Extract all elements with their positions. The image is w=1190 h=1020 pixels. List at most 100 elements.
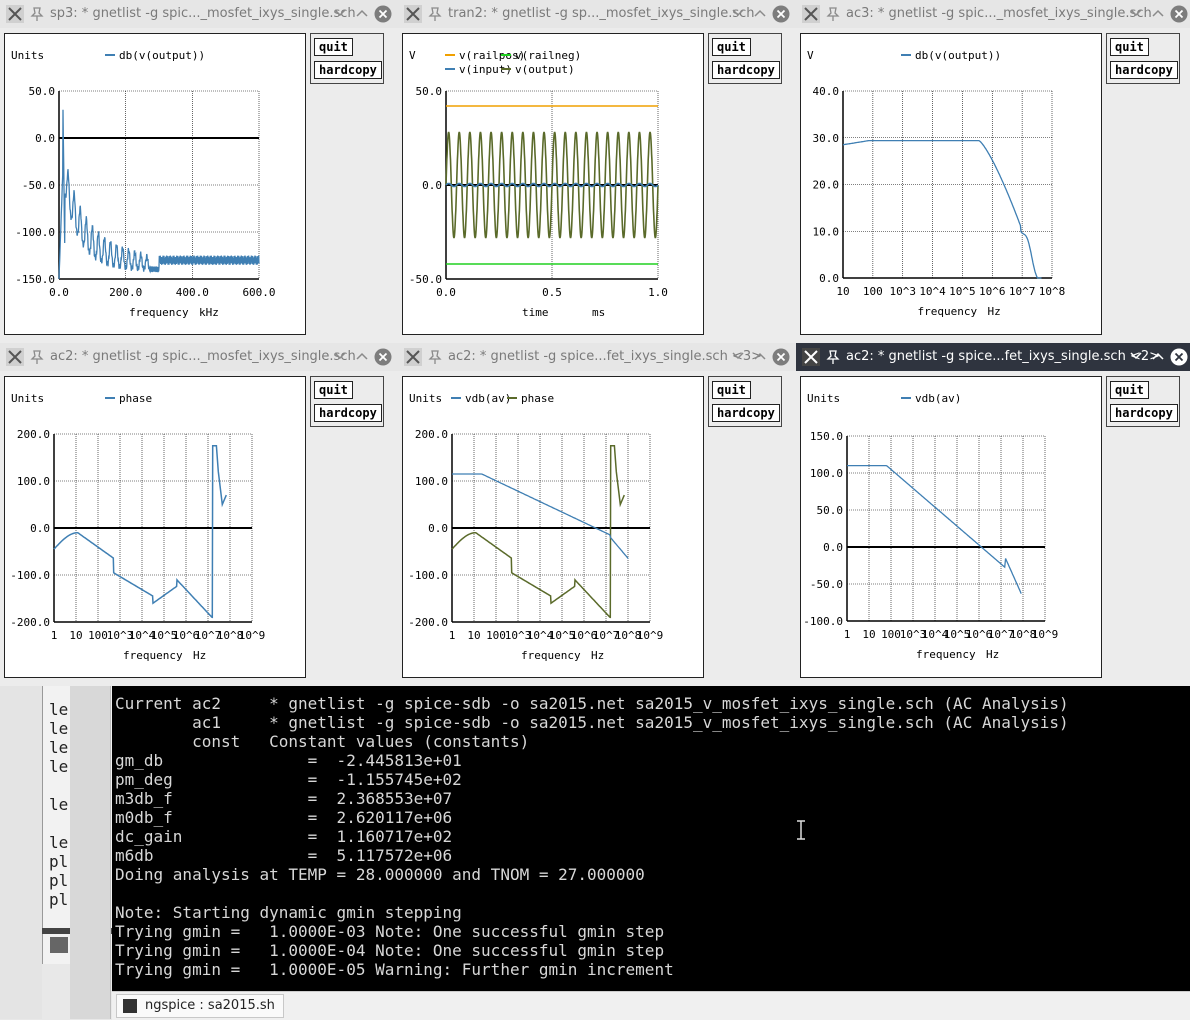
chevron-up-icon[interactable]	[1152, 351, 1164, 361]
window-title: tran2: * gnetlist -g sp..._mosfet_ixys_s…	[448, 6, 755, 21]
window-titlebar[interactable]: ac3: * gnetlist -g spic..._mosfet_ixys_s…	[796, 0, 1190, 28]
plot-window[interactable]: sp3: * gnetlist -g spic..._mosfet_ixys_s…	[0, 0, 398, 343]
window-titlebar[interactable]: ac2: * gnetlist -g spice...fet_ixys_sing…	[796, 343, 1190, 371]
x-tick-label: 10^5	[949, 285, 976, 298]
x-tick-label: 10^7	[1009, 285, 1036, 298]
button-panel	[310, 33, 384, 84]
x-tick-label: 10	[862, 628, 875, 641]
close-icon[interactable]	[1170, 5, 1188, 23]
x-tick-label: 10^8	[217, 629, 244, 642]
x-logo-icon	[404, 5, 422, 23]
close-icon[interactable]	[374, 5, 392, 23]
window-title: ac2: * gnetlist -g spice...fet_ixys_sing…	[448, 349, 763, 364]
close-icon[interactable]	[772, 348, 790, 366]
plot-window[interactable]: tran2: * gnetlist -g sp..._mosfet_ixys_s…	[398, 0, 796, 343]
chevron-down-icon[interactable]	[1130, 8, 1142, 18]
x-tick-label: 100	[88, 629, 108, 642]
pin-icon[interactable]	[826, 6, 840, 22]
chevron-down-icon[interactable]	[732, 351, 744, 361]
chevron-up-icon[interactable]	[1152, 8, 1164, 18]
y-axis-label: Units	[11, 392, 44, 405]
y-tick-label: 200.0	[17, 428, 50, 441]
chevron-up-icon[interactable]	[754, 8, 766, 18]
quit-button[interactable]: quit	[1110, 381, 1149, 399]
x-axis-label: frequency	[918, 305, 978, 318]
close-icon[interactable]	[772, 5, 790, 23]
plot-canvas[interactable]: Units vdb(av) 1 10 100 10^3 10^4 10^5 10^6 10^7 10…	[800, 376, 1102, 678]
plot-canvas[interactable]: Units db(v(output)) 0.0 200.0 400.0 600.0 50.0…	[4, 33, 306, 335]
terminal-line: m6db = 5.117572e+06	[115, 846, 453, 865]
x-tick-label: 400.0	[176, 286, 209, 299]
y-tick-label: 200.0	[415, 428, 448, 441]
chevron-down-icon[interactable]	[334, 8, 346, 18]
hardcopy-button[interactable]: hardcopy	[314, 61, 382, 79]
y-tick-label: 0.0	[823, 541, 843, 554]
hardcopy-button[interactable]: hardcopy	[1110, 61, 1178, 79]
taskbar-item-ngspice[interactable]: ngspice : sa2015.sh	[116, 994, 284, 1018]
chevron-down-icon[interactable]	[334, 351, 346, 361]
pin-icon[interactable]	[428, 6, 442, 22]
y-tick-label: 0.0	[422, 179, 442, 192]
hardcopy-button[interactable]: hardcopy	[712, 61, 780, 79]
y-tick-label: 0.0	[30, 522, 50, 535]
legend-entry: db(v(output))	[119, 49, 205, 62]
plot-canvas[interactable]: Units phase 1 10 100 10^3 10^4 10^5 10^6 10^7 10^8…	[4, 376, 306, 678]
quit-button[interactable]: quit	[712, 38, 751, 56]
background-window-button[interactable]	[50, 937, 68, 953]
y-tick-label: -200.0	[408, 616, 448, 629]
quit-button[interactable]: quit	[314, 38, 353, 56]
window-titlebar[interactable]: sp3: * gnetlist -g spic..._mosfet_ixys_s…	[0, 0, 398, 28]
legend-entry: v(output)	[515, 63, 575, 76]
chevron-up-icon[interactable]	[356, 351, 368, 361]
legend-entry: phase	[119, 392, 152, 405]
terminal-line: Current ac2 * gnetlist -g spice-sdb -o s…	[115, 694, 1069, 713]
x-tick-label: 10^8	[615, 629, 642, 642]
chevron-down-icon[interactable]	[1130, 351, 1142, 361]
terminal-sidebar	[70, 686, 111, 1019]
x-tick-label: 0.5	[542, 286, 562, 299]
terminal-icon	[123, 999, 137, 1013]
pin-icon[interactable]	[30, 6, 44, 22]
x-tick-label: 1	[844, 628, 851, 641]
hardcopy-button[interactable]: hardcopy	[1110, 404, 1178, 422]
x-logo-icon	[802, 5, 820, 23]
plot-window[interactable]: ac3: * gnetlist -g spic..._mosfet_ixys_s…	[796, 0, 1190, 343]
pin-icon[interactable]	[428, 349, 442, 365]
pin-icon[interactable]	[826, 349, 840, 365]
background-text-line: le	[49, 757, 69, 776]
terminal-line: m3db_f = 2.368553e+07	[115, 789, 453, 808]
y-tick-label: 50.0	[29, 85, 56, 98]
close-icon[interactable]	[374, 348, 392, 366]
window-titlebar[interactable]: ac2: * gnetlist -g spice...fet_ixys_sing…	[398, 343, 796, 371]
y-tick-label: 10.0	[813, 225, 840, 238]
plot-window[interactable]: ac2: * gnetlist -g spice...fet_ixys_sing…	[796, 343, 1190, 686]
hardcopy-button[interactable]: hardcopy	[712, 404, 780, 422]
terminal-line: Trying gmin = 1.0000E-03 Note: One succe…	[115, 922, 665, 941]
close-icon[interactable]	[1170, 348, 1188, 366]
terminal-output[interactable]: Current ac2 * gnetlist -g spice-sdb -o s…	[112, 686, 1190, 991]
x-tick-label: 10^5	[549, 629, 576, 642]
chevron-up-icon[interactable]	[356, 8, 368, 18]
plot-window[interactable]: ac2: * gnetlist -g spic..._mosfet_ixys_s…	[0, 343, 398, 686]
window-titlebar[interactable]: tran2: * gnetlist -g sp..._mosfet_ixys_s…	[398, 0, 796, 28]
chevron-down-icon[interactable]	[732, 8, 744, 18]
x-tick-label: 10^9	[637, 629, 664, 642]
window-titlebar[interactable]: ac2: * gnetlist -g spic..._mosfet_ixys_s…	[0, 343, 398, 371]
x-tick-label: 10^3	[889, 285, 916, 298]
plot-window[interactable]: ac2: * gnetlist -g spice...fet_ixys_sing…	[398, 343, 796, 686]
quit-button[interactable]: quit	[1110, 38, 1149, 56]
quit-button[interactable]: quit	[712, 381, 751, 399]
pin-icon[interactable]	[30, 349, 44, 365]
terminal-line: Trying gmin = 1.0000E-05 Warning: Furthe…	[115, 960, 674, 979]
chevron-up-icon[interactable]	[754, 351, 766, 361]
plot-canvas[interactable]: Units vdb(av) phase 1 10 100 10^3 10^4 10^5 10^6 1…	[402, 376, 704, 678]
series-line-vdb-av-	[452, 473, 629, 560]
terminal-line: Doing analysis at TEMP = 28.000000 and T…	[115, 865, 645, 884]
hardcopy-button[interactable]: hardcopy	[314, 404, 382, 422]
x-tick-label: 10^6	[979, 285, 1006, 298]
y-tick-label: 50.0	[817, 504, 844, 517]
quit-button[interactable]: quit	[314, 381, 353, 399]
